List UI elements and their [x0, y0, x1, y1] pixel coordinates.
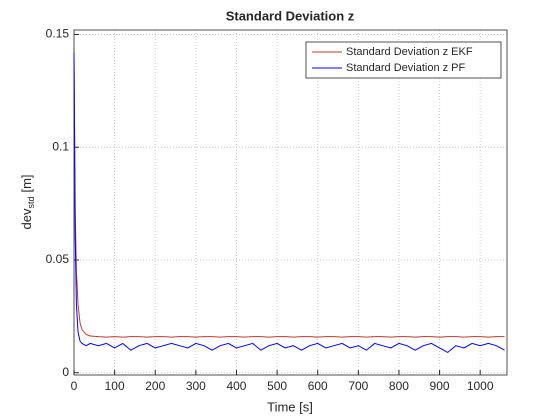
- chart-title: Standard Deviation z: [226, 8, 355, 23]
- x-tick-label: 300: [186, 379, 206, 393]
- x-tick-label: 100: [105, 379, 125, 393]
- legend-label: Standard Deviation z PF: [346, 62, 466, 74]
- x-tick-label: 800: [389, 379, 409, 393]
- x-tick-label: 0: [71, 379, 78, 393]
- x-tick-label: 900: [430, 379, 450, 393]
- y-tick-label: 0.1: [52, 139, 69, 153]
- y-tick-label: 0.15: [46, 27, 70, 41]
- x-tick-label: 500: [267, 379, 287, 393]
- plot-frame: [73, 29, 508, 376]
- y-tick-label: 0: [62, 365, 69, 379]
- y-label-subscript: std: [26, 197, 36, 209]
- series-line: [73, 57, 505, 338]
- x-tick-label: 400: [226, 379, 246, 393]
- legend-box: [305, 41, 502, 79]
- legend-label: Standard Deviation z EKF: [346, 46, 473, 58]
- x-tick-label: 600: [308, 379, 328, 393]
- x-tick-label: 1000: [467, 379, 494, 393]
- x-axis-label: Time [s]: [267, 399, 313, 414]
- y-axis-label: devstd [m]: [19, 174, 36, 229]
- x-tick-label: 700: [348, 379, 368, 393]
- y-label-text: dev: [19, 208, 34, 229]
- x-tick-label: 200: [145, 379, 165, 393]
- series-line: [73, 52, 505, 354]
- y-tick-label: 0.05: [46, 252, 70, 266]
- y-label-suffix: [m]: [19, 174, 34, 192]
